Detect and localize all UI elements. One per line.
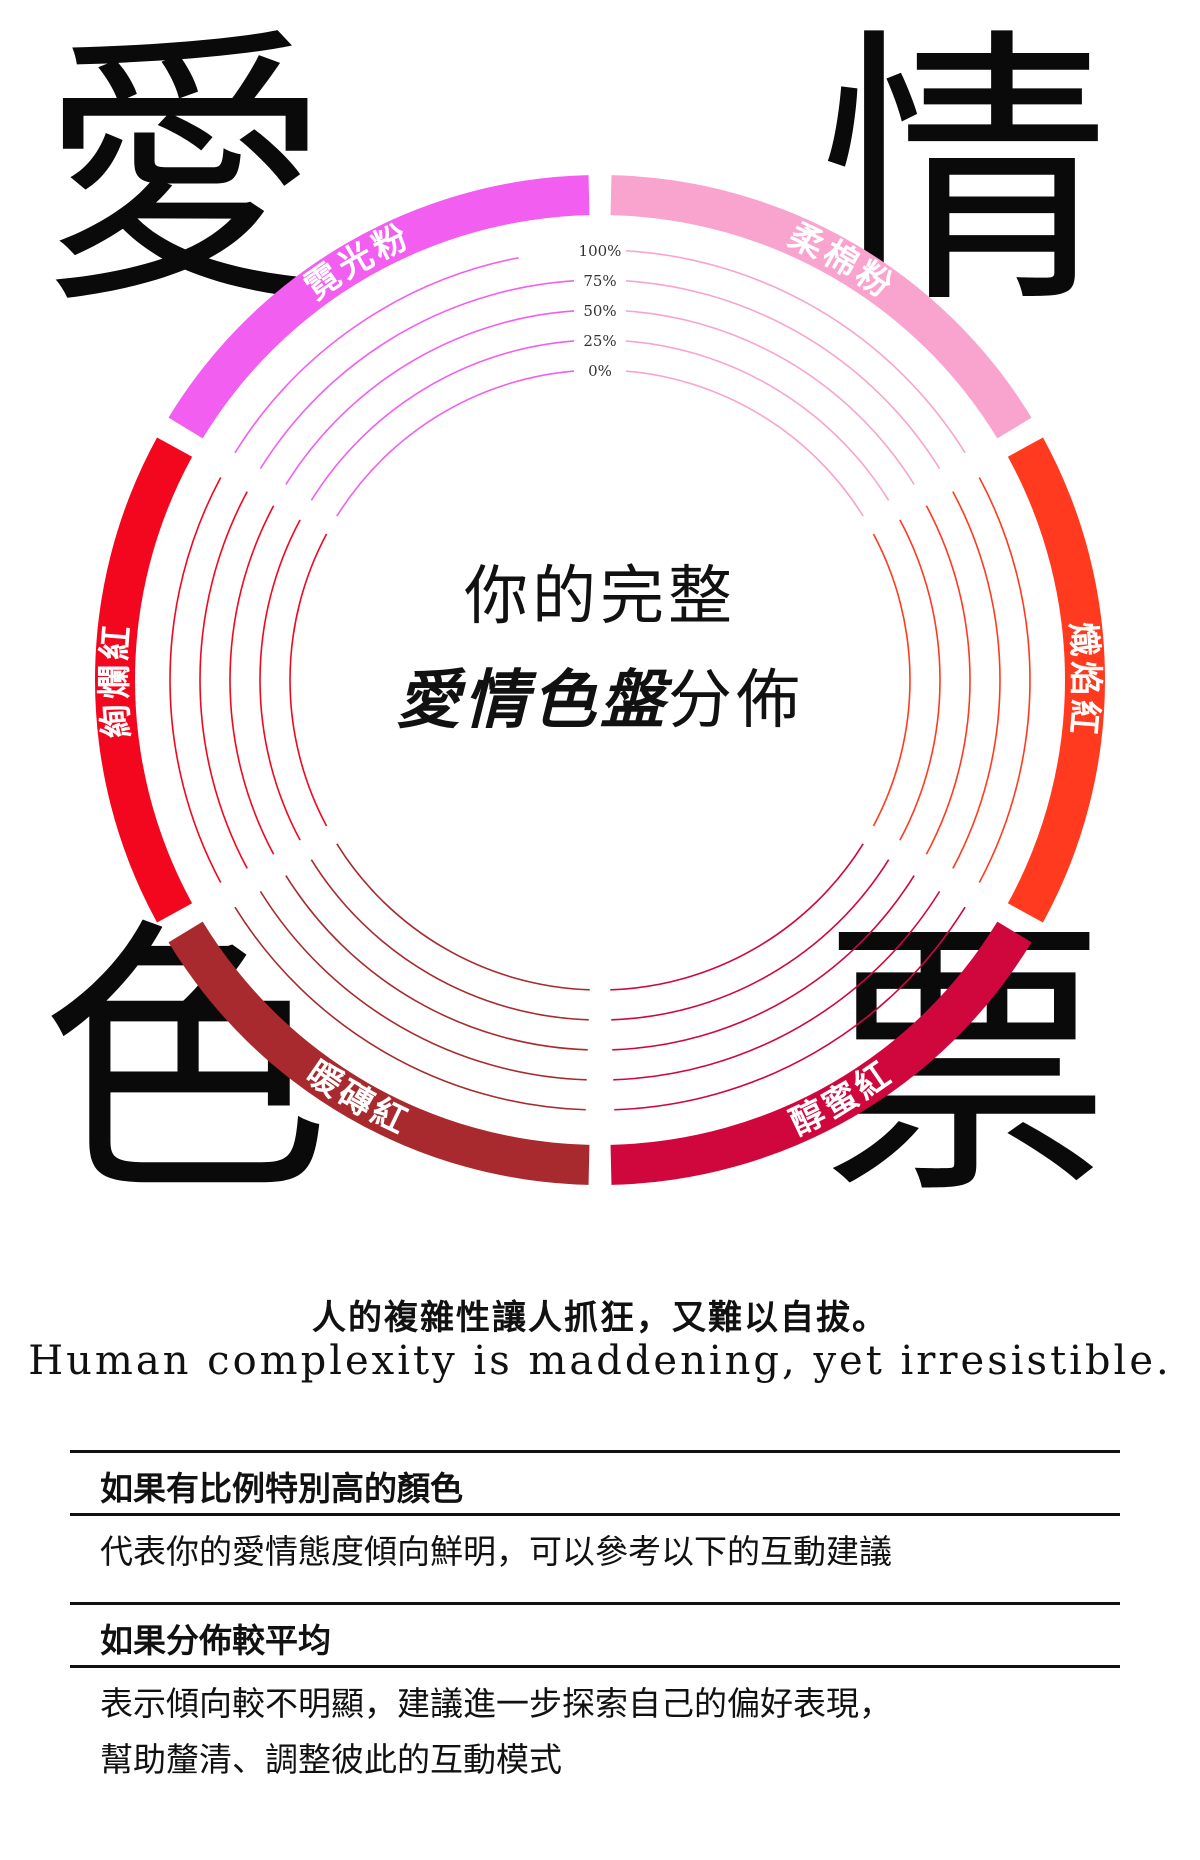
corner-char-top-left: 愛 — [40, 6, 330, 343]
segment-label: 熾焰紅 — [1062, 621, 1105, 740]
segment-label: 醇蜜紅 — [784, 1053, 901, 1144]
scale-tick-label-bg — [574, 271, 626, 289]
scale-tick-label: 0% — [588, 362, 612, 380]
scale-ring-arc — [199, 491, 248, 869]
scale-tick-label: 25% — [583, 332, 616, 350]
scale-ring-arc — [234, 906, 586, 1111]
scale-ring-arc — [613, 279, 941, 470]
scale-ring-arc — [336, 843, 590, 991]
scale-ring-arc — [612, 875, 915, 1051]
scale-ring-arc — [612, 309, 915, 485]
section-divider — [70, 1450, 1120, 1453]
segment-band-2 — [1007, 437, 1105, 923]
scale-ring-arc — [925, 505, 971, 855]
section-body-line: 表示傾向較不明顯，建議進一步探索自己的偏好表現， — [100, 1684, 892, 1723]
scale-ring-arc — [611, 339, 890, 501]
segment-band-5 — [94, 437, 193, 923]
scale-tick-label-bg — [574, 301, 626, 319]
center-title-line1: 你的完整 — [464, 560, 736, 634]
section-divider — [70, 1513, 1120, 1516]
segment-band-3 — [610, 921, 1032, 1185]
scale-layer — [169, 249, 1031, 1111]
section-body-line: 幫助釐清、調整彼此的互動模式 — [100, 1740, 562, 1779]
scale-ring-arc — [610, 843, 864, 991]
scale-tick-label: 100% — [579, 242, 622, 260]
segment-band-1 — [610, 175, 1032, 439]
scale-ring-arc — [611, 859, 890, 1021]
center-title: 你的完整 愛情色盤分佈 — [330, 545, 870, 741]
section-body-line: 代表你的愛情態度傾向鮮明，可以參考以下的互動建議 — [100, 1532, 892, 1571]
scale-ring-arc — [614, 249, 966, 454]
ring-layer — [94, 175, 1105, 1185]
scale-ring-arc — [289, 533, 328, 827]
scale-ring-arc — [613, 890, 941, 1081]
scale-ring-arc — [614, 906, 966, 1111]
segment-label: 暖磚紅 — [299, 1053, 416, 1144]
scale-ring-arc — [229, 505, 275, 855]
scale-ring-arc — [259, 519, 301, 841]
scale-ring-arc — [310, 859, 589, 1021]
section-title: 如果有比例特別高的顏色 — [100, 1469, 463, 1508]
center-title-suffix: 分佈 — [668, 664, 804, 738]
scale-ring-arc — [610, 369, 864, 517]
segment-label: 霓光粉 — [298, 216, 418, 308]
tagline-chinese: 人的複雜性讓人抓狂，又難以自拔。 — [312, 1298, 888, 1338]
tagline-english: Human complexity is maddening, yet irres… — [28, 1338, 1172, 1384]
scale-tick-label: 50% — [583, 302, 616, 320]
scale-ring-arc — [259, 279, 587, 470]
scale-ring-arc — [899, 519, 941, 841]
section-divider — [70, 1665, 1120, 1668]
scale-tick-label-bg — [574, 361, 626, 379]
scale-ring-arc — [978, 477, 1031, 883]
scale-tick-label-bg — [574, 331, 626, 349]
scale-ring-arc — [285, 875, 588, 1051]
scale-tick-label-bg — [574, 241, 626, 259]
scale-tick-label: 75% — [583, 272, 616, 290]
segment-label: 柔棉粉 — [782, 216, 902, 308]
section-title: 如果分佈較平均 — [100, 1621, 331, 1660]
segment-band-4 — [168, 921, 590, 1185]
scale-ring-arc — [336, 369, 590, 517]
scale-ring-arc — [234, 256, 519, 454]
center-title-line2: 愛情色盤分佈 — [330, 649, 870, 741]
segment-label: 絢爛紅 — [95, 621, 138, 740]
segment-band-6 — [168, 175, 590, 439]
scale-ring-arc — [872, 533, 911, 827]
scale-ring-arc — [259, 890, 587, 1081]
section-divider — [70, 1602, 1120, 1605]
scale-ring-arc — [169, 477, 222, 883]
center-title-emphasis: 愛情色盤 — [396, 663, 668, 738]
scale-ring-arc — [285, 309, 588, 485]
scale-ring-arc — [310, 339, 589, 501]
scale-ring-arc — [952, 491, 1001, 869]
